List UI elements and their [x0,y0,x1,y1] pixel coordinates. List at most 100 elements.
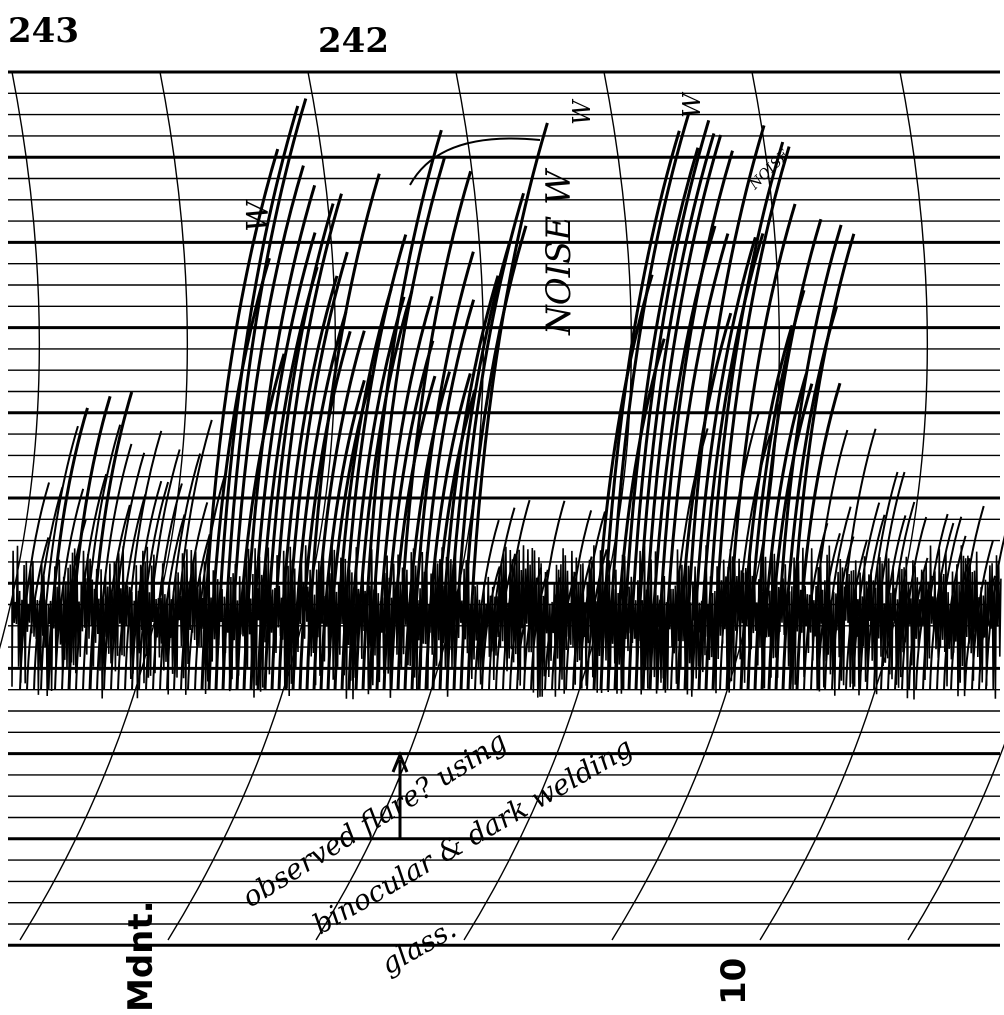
pen-stroke [263,203,335,691]
pen-stroke [46,407,89,691]
pen-stroke [96,443,133,691]
pen-stroke [985,534,1004,691]
pen-stroke [530,569,549,691]
pen-stroke [410,251,475,691]
pen-stroke [586,549,608,691]
pen-stroke [270,193,343,691]
pen-stroke [389,375,437,691]
pen-stroke [978,575,996,691]
pen-stroke [592,274,654,691]
time-arc [315,71,485,941]
pen-stroke [880,515,907,691]
pen-stroke [474,519,500,691]
pen-stroke [676,312,733,691]
pen-stroke [424,373,472,691]
pen-stroke [957,505,985,691]
pen-stroke [739,324,794,691]
pen-stroke [459,225,528,691]
pen-stroke [82,424,122,691]
pen-stroke [495,555,516,691]
pen-stroke [690,236,757,691]
pen-stroke [347,296,406,691]
pen-stroke [634,132,716,691]
time-label: Mdnt. [121,900,161,1012]
pen-stroke [207,257,271,691]
pen-stroke [340,234,408,691]
pen-stroke [704,141,785,691]
pen-stroke [138,481,170,691]
pen-stroke [194,473,227,691]
pen-stroke [438,275,500,691]
pen-stroke [817,533,841,691]
handwritten-note: glass. [375,912,462,981]
pen-stroke [40,425,79,691]
pen-stroke [152,483,183,691]
pen-trace [11,98,1004,700]
pen-stroke [187,534,211,691]
pen-stroke [810,429,849,691]
pen-stroke [929,522,955,691]
pen-stroke [75,473,108,691]
pen-stroke [537,500,566,691]
pen-stroke [964,600,979,691]
pen-stroke [901,516,928,691]
pen-stroke [319,379,366,691]
pen-stroke [284,251,349,691]
chart-number: 243 [8,11,79,51]
time-label: 10 [714,958,754,1005]
pen-stroke [565,510,593,691]
pen-stroke [145,449,181,691]
pen-stroke [915,575,933,691]
pen-stroke [54,488,85,691]
pen-stroke [502,499,531,691]
time-arc [907,743,1004,941]
pen-stroke [173,419,213,691]
pen-stroke [88,391,134,691]
pen-stroke [516,606,530,691]
pen-stroke [396,170,473,691]
w-mark: W [241,199,276,232]
pen-stroke [887,501,916,691]
pen-stroke [894,589,910,691]
pen-stroke [725,203,797,691]
pen-stroke [361,129,443,691]
pen-stroke [620,147,700,691]
pen-stroke [641,134,723,691]
pen-stroke [922,513,949,691]
pen-stroke [544,577,562,691]
w-mark: W [568,98,596,125]
pen-stroke [753,218,823,691]
pen-stroke [117,494,147,691]
pen-stroke [509,591,525,691]
pen-stroke [908,557,929,691]
pen-stroke [214,105,300,691]
pen-stroke [312,330,366,691]
pen-stroke [291,311,348,691]
pen-stroke [228,165,305,691]
pen-stroke [242,184,317,691]
pen-stroke [417,299,476,691]
time-arc [19,71,189,941]
time-arc [759,71,929,941]
pen-stroke [305,173,381,691]
time-arc [0,71,41,650]
pen-stroke [845,539,868,691]
pen-stroke [235,353,286,691]
pen-stroke [606,113,691,691]
pen-stroke [33,486,64,691]
pen-stroke [277,275,339,691]
pen-stroke [200,148,280,691]
pen-stroke [551,587,568,691]
pen-stroke [795,382,842,691]
pen-stroke [466,122,549,691]
pen-stroke [760,373,808,691]
pen-stroke [719,411,760,691]
pen-stroke [523,567,543,691]
pen-stroke [298,330,352,691]
pen-stroke [221,98,308,691]
pen-stroke [180,502,209,691]
chart-number: 242 [318,21,389,61]
pen-stroke [683,125,766,691]
pen-stroke [124,430,163,691]
w-mark: W [678,91,706,118]
